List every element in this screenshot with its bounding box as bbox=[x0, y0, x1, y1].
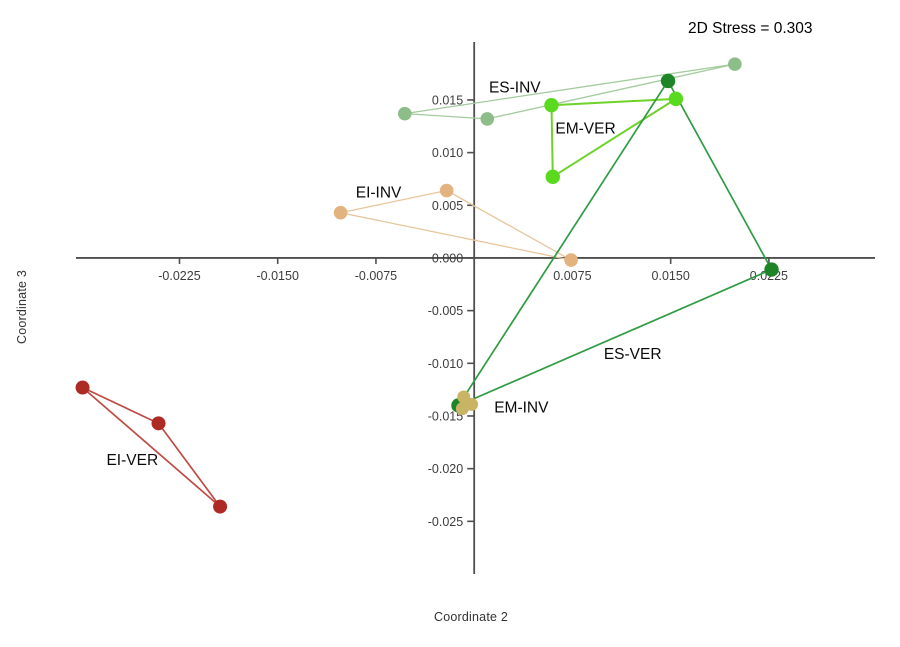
data-point-em-ver bbox=[545, 169, 560, 185]
data-point-es-inv bbox=[728, 57, 742, 71]
series-label-es-ver: ES-VER bbox=[604, 346, 662, 363]
series-polygon-ei-inv bbox=[339, 189, 572, 261]
y-tick-label: 0.000 bbox=[432, 251, 463, 265]
x-tick-label: -0.0225 bbox=[158, 269, 200, 283]
data-point-ei-inv bbox=[333, 205, 348, 220]
y-axis-title: Coordinate 3 bbox=[15, 270, 29, 344]
data-point-ei-ver bbox=[151, 416, 166, 431]
data-point-em-ver bbox=[668, 91, 684, 107]
y-tick-label: -0.025 bbox=[428, 515, 463, 529]
y-tick-label: -0.020 bbox=[428, 462, 463, 476]
y-tick-label: 0.015 bbox=[432, 93, 463, 107]
series-polygon-es-inv bbox=[404, 63, 736, 120]
series-label-ei-ver: EI-VER bbox=[106, 452, 158, 469]
series-label-ei-inv: EI-INV bbox=[356, 185, 402, 202]
series-polygon-ei-ver bbox=[81, 386, 221, 508]
data-point-es-inv bbox=[480, 112, 495, 126]
x-tick-label: -0.0150 bbox=[257, 269, 299, 283]
y-tick-label: 0.010 bbox=[432, 146, 463, 160]
series-label-em-ver: EM-VER bbox=[555, 120, 615, 137]
data-point-es-ver bbox=[660, 73, 676, 89]
data-point-ei-ver bbox=[213, 499, 228, 514]
y-tick-label: -0.015 bbox=[428, 409, 463, 423]
series-polygon-em-ver bbox=[550, 97, 677, 178]
x-tick-label: 0.0075 bbox=[553, 269, 591, 283]
x-tick-label: -0.0075 bbox=[355, 269, 397, 283]
y-tick-label: 0.005 bbox=[432, 199, 463, 213]
x-tick-label: 0.0150 bbox=[652, 269, 690, 283]
stress-annotation: 2D Stress = 0.303 bbox=[688, 20, 813, 37]
data-point-em-ver bbox=[544, 98, 559, 113]
data-point-es-ver bbox=[764, 262, 779, 277]
y-tick-label: -0.005 bbox=[428, 304, 463, 318]
series-label-es-inv: ES-INV bbox=[489, 79, 541, 96]
series-label-em-inv: EM-INV bbox=[494, 400, 549, 417]
data-point-ei-ver bbox=[75, 380, 90, 395]
x-axis-title: Coordinate 2 bbox=[434, 610, 508, 624]
data-point-es-inv bbox=[397, 106, 412, 121]
data-point-em-inv bbox=[455, 402, 469, 416]
series-polygon-es-ver bbox=[457, 80, 773, 407]
y-tick-label: -0.010 bbox=[428, 357, 463, 371]
data-point-ei-inv bbox=[564, 253, 578, 267]
data-point-ei-inv bbox=[439, 183, 454, 198]
